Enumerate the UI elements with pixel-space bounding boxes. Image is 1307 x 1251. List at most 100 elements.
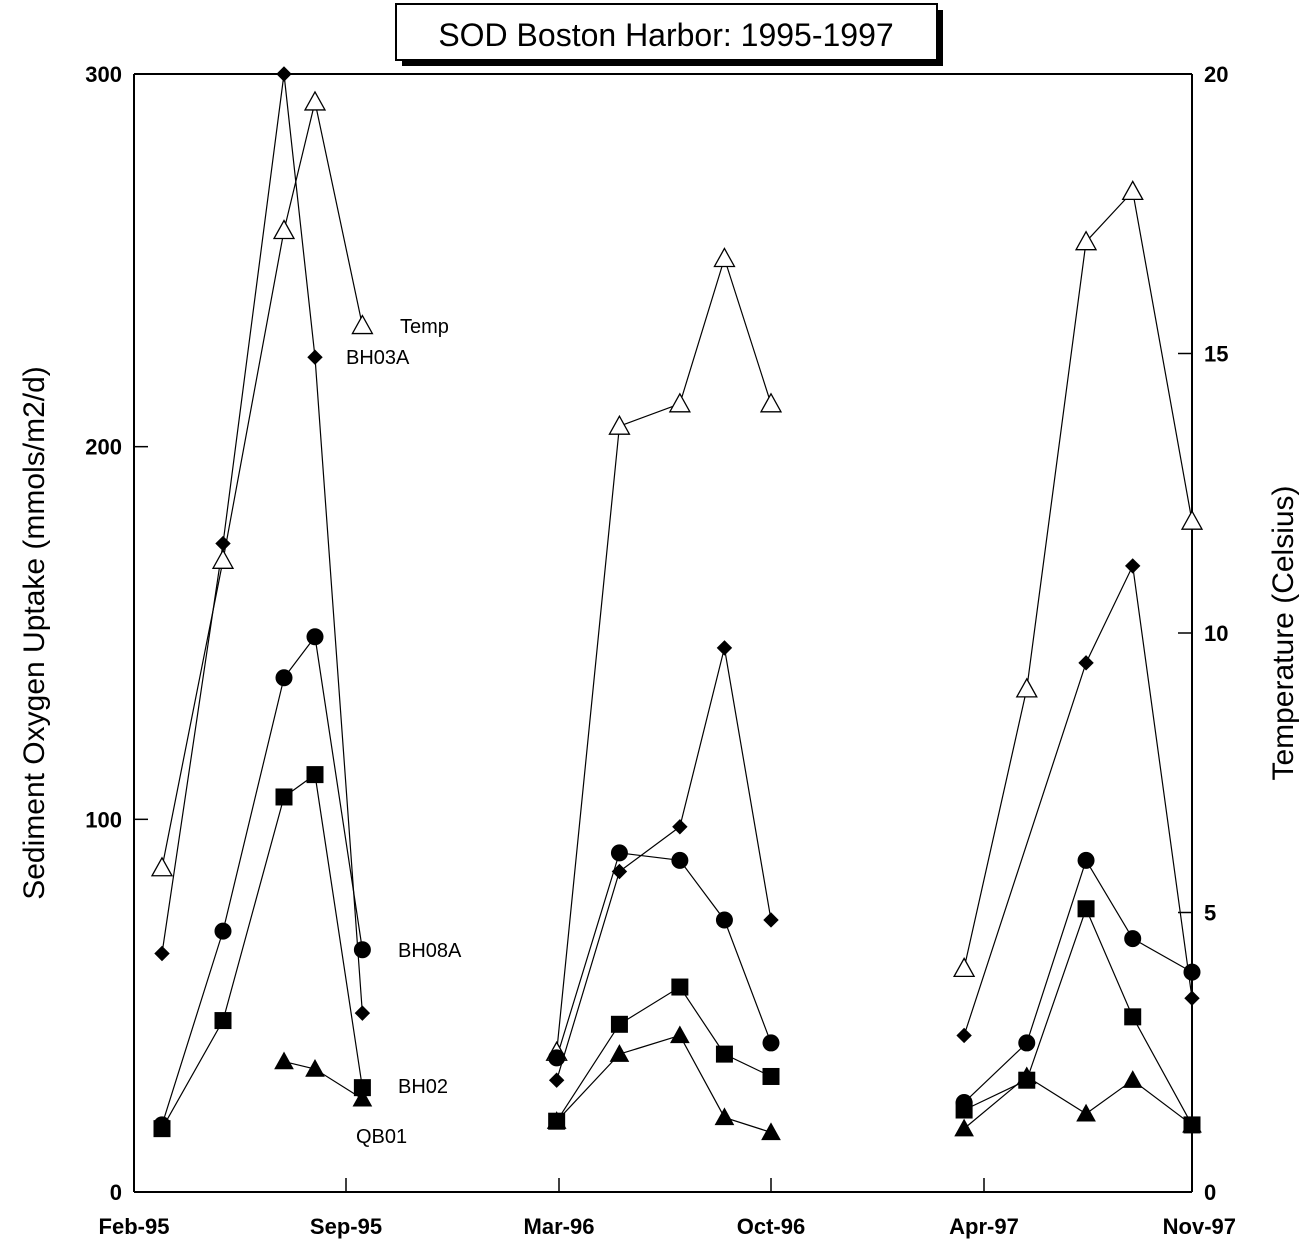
line-bh08a bbox=[161, 635, 363, 1126]
line-temp bbox=[556, 256, 772, 1053]
point-bh08a bbox=[306, 628, 324, 646]
point-bh03a bbox=[763, 912, 779, 928]
line-temp bbox=[963, 190, 1193, 969]
series-lines bbox=[161, 73, 1193, 1133]
point-bh08a bbox=[610, 844, 628, 862]
x-tick-label: Apr-97 bbox=[949, 1214, 1019, 1239]
point-temp bbox=[1015, 677, 1038, 698]
point-qb01 bbox=[1076, 1103, 1096, 1122]
point-bh02 bbox=[715, 1045, 733, 1063]
point-bh02 bbox=[1124, 1008, 1142, 1026]
point-bh02 bbox=[1077, 900, 1095, 918]
point-bh08a bbox=[762, 1034, 780, 1052]
point-bh02 bbox=[762, 1067, 780, 1085]
point-bh02 bbox=[275, 788, 293, 806]
point-bh08a bbox=[671, 851, 689, 869]
point-bh02 bbox=[610, 1015, 628, 1033]
point-bh03a bbox=[154, 945, 170, 962]
chart-title-box: SOD Boston Harbor: 1995-1997 bbox=[395, 3, 943, 66]
x-tick-label: Nov-97 bbox=[1163, 1214, 1236, 1239]
y2-tick-label: 0 bbox=[1204, 1180, 1216, 1205]
point-bh03a bbox=[716, 640, 733, 656]
point-temp bbox=[351, 314, 374, 335]
series-label-bh08a: BH08A bbox=[398, 940, 462, 962]
axis-labels: Sediment Oxygen Uptake (mmols/m2/d) Temp… bbox=[18, 366, 1300, 900]
y2-tick-label: 10 bbox=[1204, 621, 1228, 646]
x-tick-label: Feb-95 bbox=[99, 1214, 170, 1239]
y2-tick-label: 15 bbox=[1204, 342, 1228, 367]
y-axis-title: Sediment Oxygen Uptake (mmols/m2/d) bbox=[18, 366, 51, 900]
y-tick-label: 0 bbox=[110, 1180, 122, 1205]
line-bh02 bbox=[161, 773, 363, 1129]
point-temp bbox=[952, 957, 976, 978]
point-bh08a bbox=[214, 922, 232, 940]
point-temp bbox=[272, 219, 296, 240]
point-bh03a bbox=[956, 1027, 972, 1044]
point-bh08a bbox=[353, 941, 371, 959]
series-labels: Temp BH03A BH08A BH02 QB01 bbox=[346, 316, 462, 1148]
line-bh08a bbox=[963, 858, 1193, 1103]
line-bh02 bbox=[556, 986, 772, 1122]
series-label-bh03a: BH03A bbox=[346, 347, 410, 369]
point-temp bbox=[759, 392, 783, 413]
line-bh02 bbox=[963, 907, 1193, 1126]
point-bh03a bbox=[548, 1072, 565, 1088]
y2-tick-label: 5 bbox=[1204, 901, 1216, 926]
y2-tick-label: 20 bbox=[1204, 62, 1228, 87]
point-qb01 bbox=[305, 1058, 325, 1077]
point-bh08a bbox=[1018, 1034, 1036, 1052]
point-bh03a bbox=[307, 349, 323, 365]
point-temp bbox=[150, 856, 174, 877]
point-qb01 bbox=[609, 1044, 630, 1062]
line-bh03a bbox=[161, 73, 363, 1014]
point-qb01 bbox=[1016, 1066, 1037, 1085]
point-temp bbox=[303, 90, 327, 111]
point-temp bbox=[211, 548, 235, 569]
point-qb01 bbox=[954, 1118, 974, 1137]
line-bh03a bbox=[556, 647, 772, 1081]
point-bh03a bbox=[1184, 990, 1200, 1006]
point-temp bbox=[1121, 180, 1144, 201]
x-tick-label: Sep-95 bbox=[310, 1214, 382, 1239]
point-bh03a bbox=[672, 819, 688, 835]
point-temp bbox=[668, 392, 691, 413]
point-bh08a bbox=[548, 1049, 566, 1067]
point-bh02 bbox=[671, 978, 689, 996]
point-bh02 bbox=[955, 1101, 973, 1119]
point-bh03a bbox=[354, 1005, 371, 1021]
point-qb01 bbox=[546, 1111, 567, 1129]
point-bh08a bbox=[275, 669, 293, 687]
plot-frame: 0 100 200 300 0 5 10 15 20 Feb-95 Sep-95 Mar-96 Oct-… bbox=[85, 62, 1236, 1239]
point-bh08a bbox=[1124, 930, 1142, 948]
point-temp bbox=[608, 414, 631, 435]
y-tick-label: 100 bbox=[85, 807, 122, 832]
series-label-qb01: QB01 bbox=[356, 1126, 407, 1148]
y-tick-label: 200 bbox=[85, 435, 122, 460]
y-tick-label: 300 bbox=[85, 62, 122, 87]
point-bh08a bbox=[1077, 851, 1095, 869]
point-bh02 bbox=[214, 1012, 232, 1030]
point-qb01 bbox=[761, 1122, 781, 1141]
point-bh03a bbox=[1078, 655, 1094, 671]
point-qb01 bbox=[1182, 1114, 1202, 1133]
point-qb01 bbox=[714, 1107, 735, 1126]
point-bh02 bbox=[306, 766, 324, 784]
point-temp bbox=[1074, 230, 1098, 251]
series-label-temp: Temp bbox=[400, 316, 449, 338]
point-bh03a bbox=[611, 863, 628, 880]
point-temp bbox=[713, 247, 736, 268]
point-qb01 bbox=[670, 1025, 690, 1044]
point-bh02 bbox=[153, 1120, 171, 1138]
line-qb01 bbox=[556, 1034, 772, 1133]
point-bh03a bbox=[276, 66, 292, 82]
point-qb01 bbox=[274, 1051, 294, 1070]
x-tick-label: Mar-96 bbox=[524, 1214, 595, 1239]
x-tick-label: Oct-96 bbox=[737, 1214, 805, 1239]
point-qb01 bbox=[352, 1088, 373, 1107]
y2-axis-title: Temperature (Celsius) bbox=[1267, 485, 1300, 780]
point-bh03a bbox=[1125, 558, 1141, 574]
point-bh03a bbox=[215, 535, 231, 552]
point-temp bbox=[1180, 509, 1204, 530]
